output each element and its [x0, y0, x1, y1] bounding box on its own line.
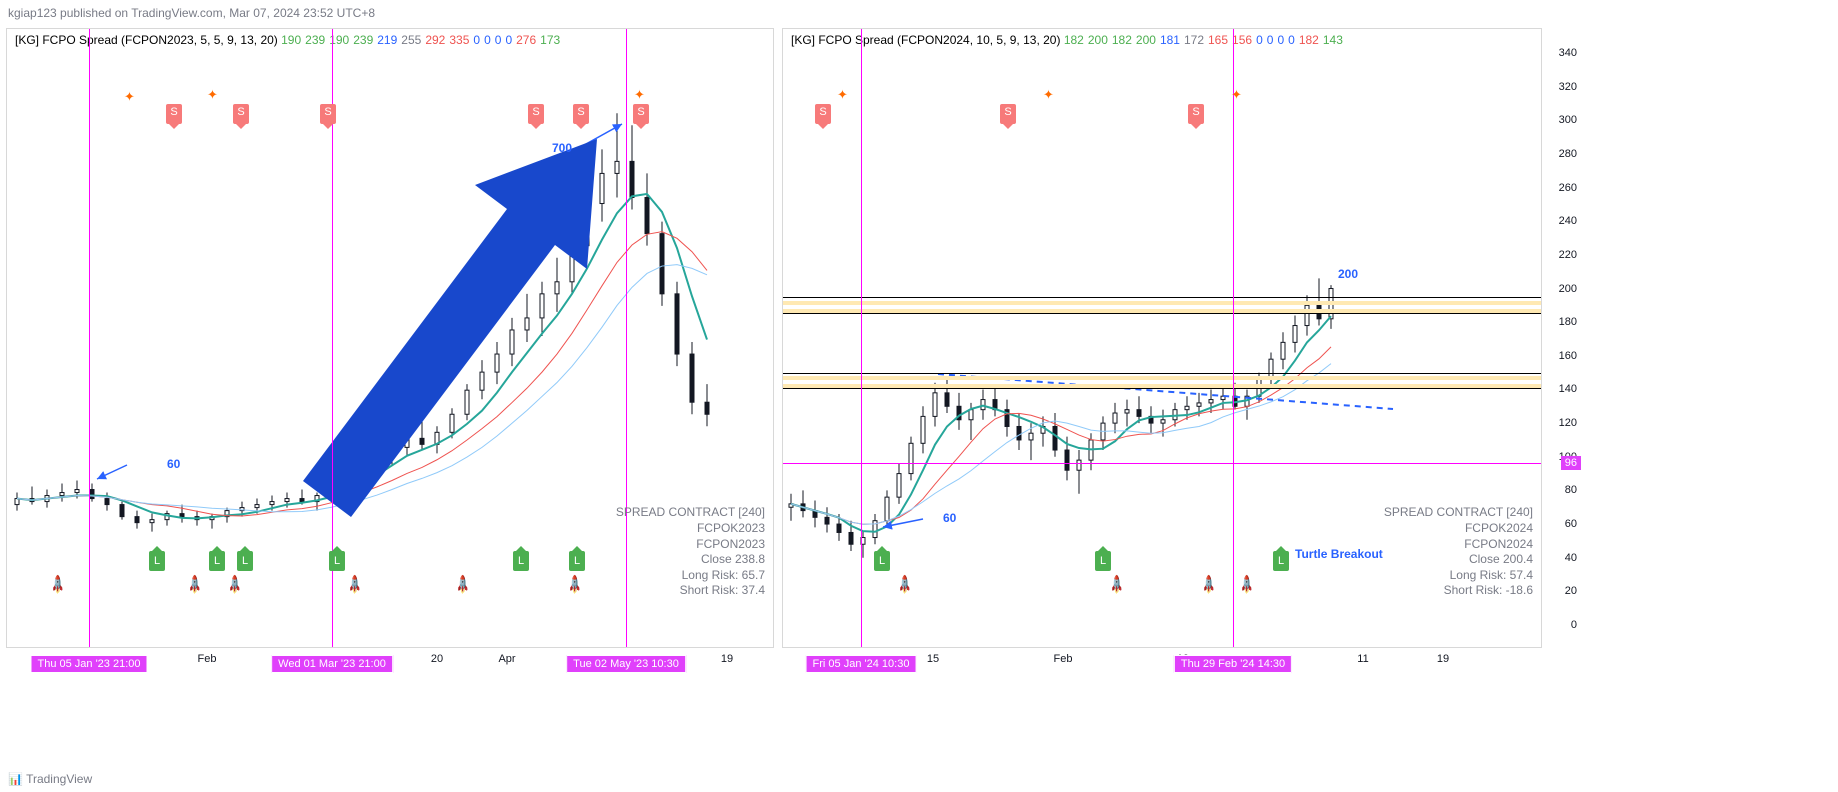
y-tick: 100: [1559, 451, 1577, 463]
info-line: Close 238.8: [616, 552, 765, 568]
tradingview-logo: 📊 TradingView: [8, 772, 92, 786]
info-line: FCPON2023: [616, 537, 765, 553]
y-tick: 160: [1559, 350, 1577, 362]
info-line: SPREAD CONTRACT [240]: [1384, 505, 1533, 521]
y-tick: 80: [1565, 484, 1577, 496]
y-tick: 200: [1559, 283, 1577, 295]
left-info-box: SPREAD CONTRACT [240]FCPOK2023FCPON2023C…: [616, 505, 765, 599]
publish-header: kgiap123 published on TradingView.com, M…: [8, 6, 375, 20]
y-tick: 60: [1565, 518, 1577, 530]
y-tick: 240: [1559, 215, 1577, 227]
y-tick: 140: [1559, 383, 1577, 395]
x-tick: 11: [1357, 653, 1368, 665]
info-line: FCPOK2023: [616, 521, 765, 537]
y-tick: 180: [1559, 316, 1577, 328]
y-tick: 0: [1571, 619, 1577, 631]
x-tick: Feb: [1054, 653, 1073, 665]
info-line: Long Risk: 65.7: [616, 568, 765, 584]
y-tick: 20: [1565, 585, 1577, 597]
info-line: Short Risk: 37.4: [616, 583, 765, 599]
y-tick: 220: [1559, 249, 1577, 261]
y-tick: 280: [1559, 148, 1577, 160]
x-tick: Apr: [498, 653, 515, 665]
info-line: Short Risk: -18.6: [1384, 583, 1533, 599]
right-info-box: SPREAD CONTRACT [240]FCPOK2024FCPON2024C…: [1384, 505, 1533, 599]
x-tick: 15: [927, 653, 939, 665]
x-tick: 19: [1177, 653, 1189, 665]
x-tick: 20: [431, 653, 443, 665]
x-tick: Feb: [198, 653, 217, 665]
y-tick: 300: [1559, 114, 1577, 126]
info-line: FCPOK2024: [1384, 521, 1533, 537]
y-tick: 340: [1559, 47, 1577, 59]
x-tick: 19: [721, 653, 733, 665]
left-chart-panel[interactable]: [KG] FCPO Spread (FCPON2023, 5, 5, 9, 13…: [6, 28, 774, 648]
x-tick: 19: [1437, 653, 1449, 665]
left-x-axis: Feb 20 Apr 19: [7, 647, 773, 675]
y-tick: 320: [1559, 81, 1577, 93]
info-line: SPREAD CONTRACT [240]: [616, 505, 765, 521]
y-tick: 260: [1559, 182, 1577, 194]
info-line: FCPON2024: [1384, 537, 1533, 553]
right-chart-panel[interactable]: [KG] FCPO Spread (FCPON2024, 10, 5, 9, 1…: [782, 28, 1542, 648]
right-x-axis: 15 Feb 19 11 19: [783, 647, 1541, 675]
y-tick: 40: [1565, 552, 1577, 564]
y-tick: 120: [1559, 417, 1577, 429]
right-y-axis: 0 20 40 60 80 100 120 140 160 180 200 220 240 260 280 3…: [1541, 29, 1581, 647]
info-line: Long Risk: 57.4: [1384, 568, 1533, 584]
info-line: Close 200.4: [1384, 552, 1533, 568]
